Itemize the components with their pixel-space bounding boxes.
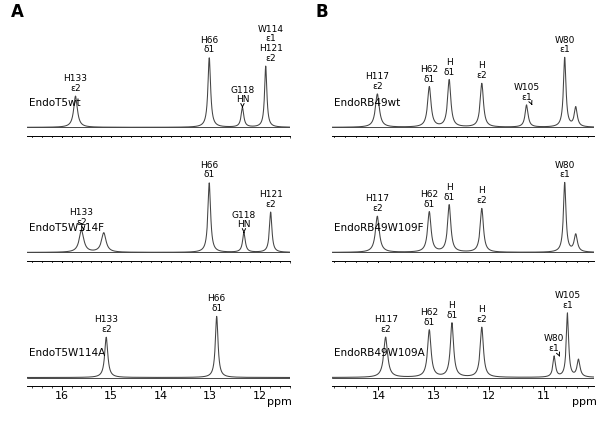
Text: H
ε2: H ε2 xyxy=(476,187,487,205)
Text: B: B xyxy=(316,3,328,21)
Text: H62
δ1: H62 δ1 xyxy=(420,190,439,209)
Text: EndoRB49W109A: EndoRB49W109A xyxy=(334,348,425,358)
Text: W105
ε1: W105 ε1 xyxy=(554,291,581,310)
Text: H133
ε2: H133 ε2 xyxy=(70,208,94,230)
Text: H133
ε2: H133 ε2 xyxy=(94,315,118,334)
Text: W80
ε1: W80 ε1 xyxy=(554,36,575,54)
Text: H117
ε2: H117 ε2 xyxy=(365,194,389,213)
Text: H
ε2: H ε2 xyxy=(476,61,487,80)
Text: H62
δ1: H62 δ1 xyxy=(420,308,439,327)
Text: H121
ε2: H121 ε2 xyxy=(259,190,283,209)
Text: ppm: ppm xyxy=(267,397,292,407)
Text: H117
ε2: H117 ε2 xyxy=(365,72,389,91)
Text: W105
ε1: W105 ε1 xyxy=(514,83,539,105)
Text: W80
ε1: W80 ε1 xyxy=(544,335,565,356)
Text: H
δ1: H δ1 xyxy=(443,58,455,77)
Text: H
ε2: H ε2 xyxy=(476,305,487,324)
Text: W114
ε1
H121
ε2: W114 ε1 H121 ε2 xyxy=(257,25,284,63)
Text: H
δ1: H δ1 xyxy=(443,183,455,202)
Text: H117
ε2: H117 ε2 xyxy=(374,315,398,334)
Text: H
δ1: H δ1 xyxy=(446,301,458,320)
Text: EndoT5W114F: EndoT5W114F xyxy=(29,223,104,233)
Text: ppm: ppm xyxy=(572,397,597,407)
Text: G118
HN: G118 HN xyxy=(232,211,256,232)
Text: EndoT5W114A: EndoT5W114A xyxy=(29,348,106,358)
Text: H66
δ1: H66 δ1 xyxy=(200,161,218,179)
Text: EndoT5wt: EndoT5wt xyxy=(29,98,81,108)
Text: H62
δ1: H62 δ1 xyxy=(420,65,439,84)
Text: H133
ε2: H133 ε2 xyxy=(64,74,88,92)
Text: EndoRB49wt: EndoRB49wt xyxy=(334,98,401,108)
Text: EndoRB49W109F: EndoRB49W109F xyxy=(334,223,424,233)
Text: H66
δ1: H66 δ1 xyxy=(208,294,226,313)
Text: A: A xyxy=(11,3,24,21)
Text: W80
ε1: W80 ε1 xyxy=(554,161,575,179)
Text: H66
δ1: H66 δ1 xyxy=(200,36,218,54)
Text: G118
HN: G118 HN xyxy=(230,86,254,107)
